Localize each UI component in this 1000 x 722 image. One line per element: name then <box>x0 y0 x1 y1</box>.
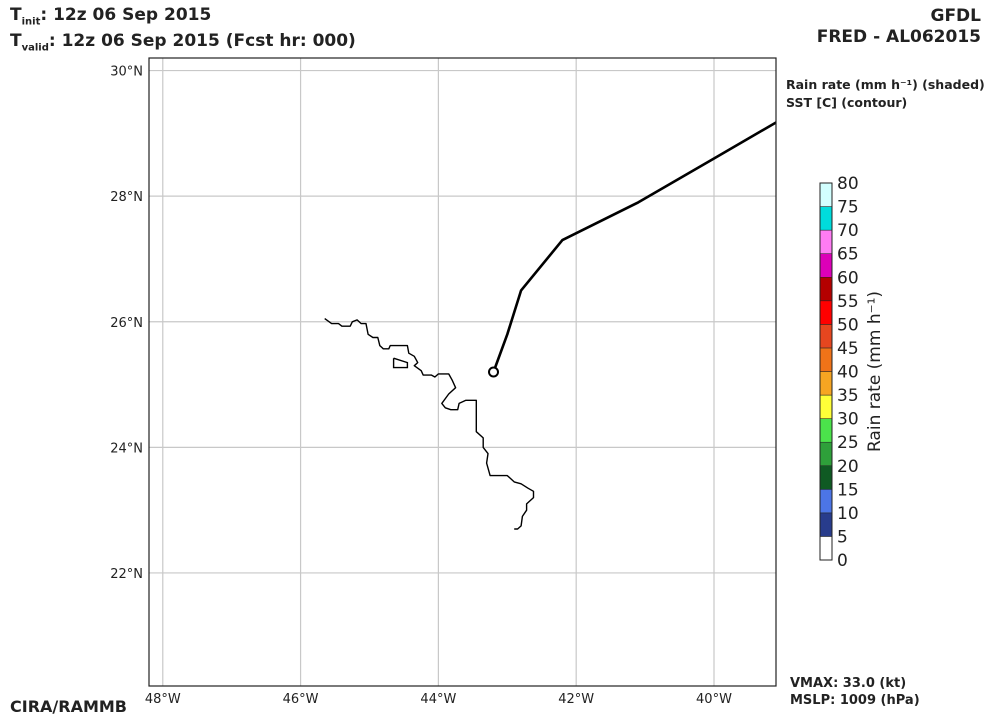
sst-legend-text: SST [C] (contour) <box>786 95 908 110</box>
colorbar-segment <box>819 394 833 419</box>
vmax-readout: VMAX: 33.0 (kt) <box>790 676 907 691</box>
colorbar-tick-label: 35 <box>837 386 859 406</box>
x-tick-label: 40°W <box>696 692 732 707</box>
storm-position-marker <box>488 366 500 378</box>
colorbar-tick-label: 50 <box>837 315 859 335</box>
colorbar-tick-label: 75 <box>837 198 859 218</box>
coastline-path <box>324 318 535 530</box>
colorbar-segment <box>819 229 833 254</box>
colorbar-tick-label: 45 <box>837 339 859 359</box>
coastline-islet <box>392 357 409 369</box>
model-name: GFDL <box>930 6 981 26</box>
y-tick-label: 28°N <box>110 190 143 205</box>
colorbar-tick-label: 60 <box>837 268 859 288</box>
colorbar-tick-label: 80 <box>837 174 859 194</box>
colorbar-tick-label: 55 <box>837 292 859 312</box>
colorbar-segment <box>819 418 833 443</box>
colorbar-segment <box>819 465 833 490</box>
colorbar-tick-label: 30 <box>837 410 859 430</box>
colorbar-tick-label: 40 <box>837 363 859 383</box>
coastline <box>324 318 535 530</box>
rain-legend-text: Rain rate (mm h⁻¹) (shaded) <box>786 77 985 92</box>
plot-frame <box>148 57 777 687</box>
gridlines <box>149 58 776 686</box>
colorbar-tick-label: 70 <box>837 221 859 241</box>
track-line <box>492 121 776 373</box>
y-axis-ticks: 22°N 24°N 26°N 28°N 30°N <box>110 65 143 582</box>
colorbar-segment <box>819 347 833 372</box>
colorbar-label: Rain rate (mm h⁻¹) <box>865 291 885 452</box>
colorbar-frame <box>819 182 833 561</box>
y-tick-label: 30°N <box>110 65 143 80</box>
colorbar-tick-label: 65 <box>837 245 859 265</box>
y-tick-label: 22°N <box>110 567 143 582</box>
colorbar-segment <box>819 277 833 302</box>
x-tick-label: 48°W <box>145 692 181 707</box>
credit-label: CIRA/RAMMB <box>10 697 127 716</box>
x-tick-label: 42°W <box>558 692 594 707</box>
colorbar-segment <box>819 371 833 396</box>
colorbar-segment <box>819 324 833 349</box>
init-time: Tinit: 12z 06 Sep 2015 <box>10 5 212 28</box>
colorbar-tick-label: 15 <box>837 480 859 500</box>
colorbar-tick-label: 25 <box>837 433 859 453</box>
colorbar-segment <box>819 512 833 537</box>
colorbar-segment <box>819 182 833 207</box>
colorbar-segment <box>819 206 833 231</box>
rain-rate-colorbar: 0 5 10 15 20 25 30 35 40 45 50 55 60 65 70 75 80 Rain rat… <box>819 174 885 571</box>
x-tick-label: 44°W <box>420 692 456 707</box>
x-tick-label: 46°W <box>283 692 319 707</box>
x-axis-ticks: 48°W 46°W 44°W 42°W 40°W <box>145 692 732 707</box>
colorbar-segment <box>819 489 833 514</box>
storm-name: FRED - AL062015 <box>816 27 981 47</box>
colorbar-segment <box>819 441 833 466</box>
storm-track <box>488 121 776 378</box>
colorbar-tick-label: 10 <box>837 504 859 524</box>
colorbar-segment <box>819 300 833 325</box>
colorbar-segment <box>819 253 833 278</box>
colorbar-tick-label: 5 <box>837 527 848 547</box>
valid-time: Tvalid: 12z 06 Sep 2015 (Fcst hr: 000) <box>10 31 356 54</box>
colorbar-tick-label: 20 <box>837 457 859 477</box>
y-tick-label: 26°N <box>110 316 143 331</box>
colorbar-tick-label: 0 <box>837 551 848 571</box>
mslp-readout: MSLP: 1009 (hPa) <box>790 693 920 708</box>
colorbar-segment <box>819 536 833 561</box>
y-tick-label: 24°N <box>110 441 143 456</box>
